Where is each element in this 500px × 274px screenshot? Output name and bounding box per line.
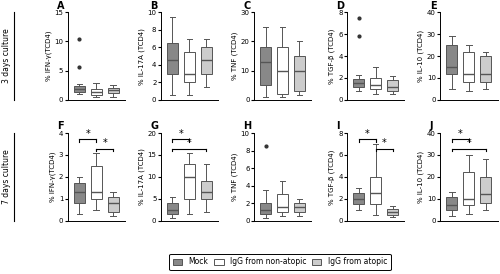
Text: D: D [336, 1, 344, 11]
PathPatch shape [260, 203, 271, 215]
PathPatch shape [446, 45, 458, 74]
PathPatch shape [277, 194, 288, 212]
PathPatch shape [90, 89, 102, 95]
Text: C: C [244, 1, 250, 11]
Text: E: E [430, 1, 436, 11]
Text: *: * [187, 138, 192, 149]
PathPatch shape [260, 47, 271, 85]
PathPatch shape [294, 56, 305, 91]
Text: *: * [102, 138, 107, 149]
Text: F: F [57, 121, 64, 131]
PathPatch shape [353, 193, 364, 204]
Y-axis label: % IL-17A (TCD4): % IL-17A (TCD4) [138, 149, 144, 205]
PathPatch shape [108, 196, 118, 212]
PathPatch shape [370, 177, 381, 204]
PathPatch shape [370, 78, 381, 89]
Text: A: A [57, 1, 64, 11]
PathPatch shape [480, 56, 491, 82]
Text: G: G [150, 121, 158, 131]
Text: B: B [150, 1, 158, 11]
Text: I: I [336, 121, 340, 131]
Y-axis label: % IL-17A (TCD4): % IL-17A (TCD4) [138, 28, 144, 84]
Text: *: * [458, 129, 462, 139]
Text: *: * [365, 129, 370, 139]
Y-axis label: % IFN-γ(TCD4): % IFN-γ(TCD4) [50, 152, 56, 202]
Text: 7 days culture: 7 days culture [2, 149, 11, 204]
PathPatch shape [201, 181, 212, 199]
PathPatch shape [90, 166, 102, 199]
PathPatch shape [464, 52, 474, 82]
Y-axis label: % IL-10 (TCD4): % IL-10 (TCD4) [418, 151, 424, 203]
Text: *: * [86, 129, 90, 139]
Y-axis label: % TNF (TCD4): % TNF (TCD4) [232, 32, 238, 80]
PathPatch shape [277, 47, 288, 94]
Y-axis label: % IFN-γ(TCD4): % IFN-γ(TCD4) [45, 31, 52, 81]
Text: *: * [178, 129, 184, 139]
Text: *: * [466, 138, 471, 149]
Y-axis label: % TNF (TCD4): % TNF (TCD4) [232, 153, 238, 201]
PathPatch shape [294, 203, 305, 212]
Text: *: * [382, 138, 386, 149]
PathPatch shape [201, 47, 212, 74]
Y-axis label: % TGF-β (TCD4): % TGF-β (TCD4) [329, 28, 336, 84]
PathPatch shape [184, 164, 195, 199]
PathPatch shape [387, 80, 398, 91]
PathPatch shape [184, 52, 195, 82]
PathPatch shape [353, 79, 364, 87]
PathPatch shape [167, 43, 178, 74]
Y-axis label: % IL-10 (TCD4): % IL-10 (TCD4) [418, 30, 424, 82]
Y-axis label: % TGF-β (TCD4): % TGF-β (TCD4) [329, 149, 336, 204]
PathPatch shape [74, 183, 85, 203]
Text: J: J [430, 121, 433, 131]
Text: H: H [244, 121, 252, 131]
PathPatch shape [387, 209, 398, 215]
PathPatch shape [446, 196, 458, 210]
Legend: Mock, IgG from non-atopic, IgG from atopic: Mock, IgG from non-atopic, IgG from atop… [170, 253, 390, 270]
PathPatch shape [108, 88, 118, 93]
Text: 3 days culture: 3 days culture [2, 29, 11, 84]
PathPatch shape [167, 203, 178, 214]
PathPatch shape [480, 177, 491, 203]
PathPatch shape [464, 172, 474, 205]
PathPatch shape [74, 86, 85, 92]
